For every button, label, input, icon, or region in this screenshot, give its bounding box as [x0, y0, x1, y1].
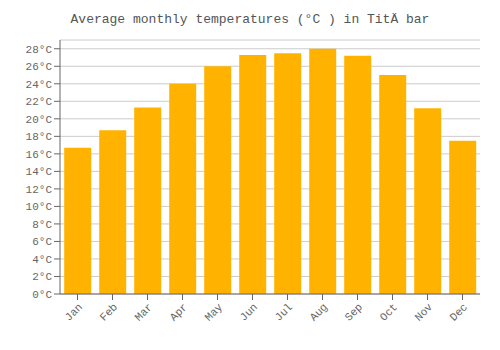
svg-text:Dec: Dec	[448, 301, 470, 323]
svg-text:0°C: 0°C	[32, 289, 52, 301]
svg-text:Apr: Apr	[168, 301, 190, 323]
svg-text:Jul: Jul	[273, 301, 295, 323]
svg-text:May: May	[203, 301, 226, 324]
svg-text:Jan: Jan	[63, 301, 85, 323]
svg-text:28°C: 28°C	[26, 44, 53, 56]
svg-text:8°C: 8°C	[32, 219, 52, 231]
svg-text:Jun: Jun	[238, 301, 260, 323]
svg-text:12°C: 12°C	[26, 184, 53, 196]
svg-text:Aug: Aug	[308, 301, 330, 323]
html-text:Average monthly temperatures (: Average monthly temperatures (°C ) in Ti…	[70, 12, 430, 27]
svg-text:20°C: 20°C	[26, 114, 53, 126]
svg-text:14°C: 14°C	[26, 166, 53, 178]
svg-text:Feb: Feb	[98, 301, 120, 323]
svg-text:4°C: 4°C	[32, 254, 52, 266]
svg-text:22°C: 22°C	[26, 96, 53, 108]
svg-text:10°C: 10°C	[26, 201, 53, 213]
svg-text:26°C: 26°C	[26, 61, 53, 73]
svg-text:16°C: 16°C	[26, 149, 53, 161]
svg-text:6°C: 6°C	[32, 236, 52, 248]
svg-text:Oct: Oct	[378, 301, 400, 323]
svg-text:Nov: Nov	[413, 301, 436, 324]
svg-text:24°C: 24°C	[26, 79, 53, 91]
svg-text:Sep: Sep	[343, 301, 365, 323]
svg-text:2°C: 2°C	[32, 271, 52, 283]
svg-text:18°C: 18°C	[26, 131, 53, 143]
svg-text:Mar: Mar	[133, 301, 155, 323]
